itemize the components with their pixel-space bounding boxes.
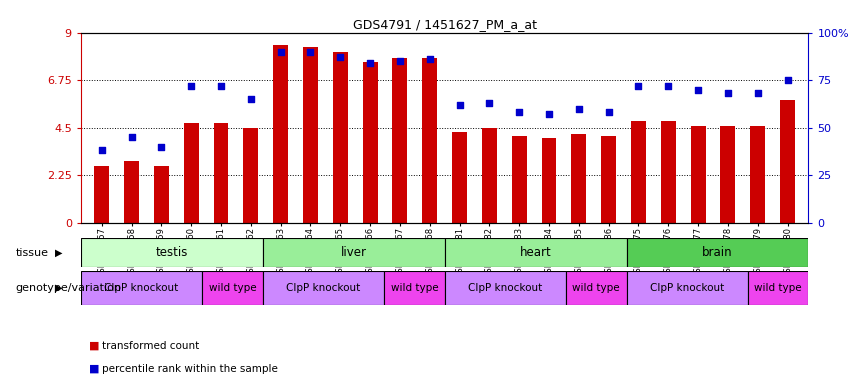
Bar [626,238,808,267]
Bar [721,126,735,223]
Bar [363,62,378,223]
Text: wild type: wild type [754,283,802,293]
Text: ClpP knockout: ClpP knockout [468,283,542,293]
Bar [81,271,202,305]
Point [304,48,317,55]
Text: ClpP knockout: ClpP knockout [650,283,724,293]
Bar [626,271,748,305]
Text: ▶: ▶ [54,248,62,258]
Text: ▶: ▶ [54,283,62,293]
Bar [566,271,626,305]
Point [691,87,705,93]
Bar [452,132,467,223]
Point [274,48,288,55]
Text: liver: liver [340,246,367,259]
Bar [384,271,444,305]
Point [453,102,466,108]
Point [572,106,585,112]
Bar [214,124,228,223]
Point [95,147,109,154]
Point [661,83,675,89]
Bar [422,58,437,223]
Point [542,111,556,118]
Bar [243,127,258,223]
Bar [94,166,109,223]
Text: heart: heart [520,246,551,259]
Bar [263,271,384,305]
Bar [444,271,566,305]
Bar [81,238,263,267]
Bar [482,127,497,223]
Title: GDS4791 / 1451627_PM_a_at: GDS4791 / 1451627_PM_a_at [352,18,537,31]
Text: wild type: wild type [391,283,438,293]
Bar [661,121,676,223]
Point [721,90,734,96]
Text: transformed count: transformed count [102,341,199,351]
Text: genotype/variation: genotype/variation [15,283,122,293]
Bar [691,126,705,223]
Bar [444,238,626,267]
Bar [303,47,318,223]
Bar [751,126,765,223]
Bar [511,136,527,223]
Point [334,54,347,60]
Point [631,83,645,89]
Point [483,100,496,106]
Text: brain: brain [702,246,733,259]
Bar [273,45,288,223]
Bar [124,162,139,223]
Text: testis: testis [156,246,188,259]
Text: ClpP knockout: ClpP knockout [286,283,361,293]
Bar [333,52,348,223]
Point [393,58,407,64]
Bar [631,121,646,223]
Point [751,90,764,96]
Point [214,83,228,89]
Point [512,109,526,116]
Text: wild type: wild type [573,283,620,293]
Text: percentile rank within the sample: percentile rank within the sample [102,364,278,374]
Text: ■: ■ [89,341,100,351]
Bar [184,124,198,223]
Bar [748,271,808,305]
Bar [601,136,616,223]
Text: tissue: tissue [15,248,49,258]
Bar [780,100,795,223]
Point [185,83,198,89]
Point [363,60,377,66]
Bar [541,138,557,223]
Bar [154,166,168,223]
Point [602,109,615,116]
Text: ■: ■ [89,364,100,374]
Text: wild type: wild type [208,283,256,293]
Bar [392,58,408,223]
Point [780,77,794,83]
Point [423,56,437,62]
Bar [263,238,444,267]
Point [125,134,139,140]
Bar [202,271,263,305]
Point [155,144,168,150]
Bar [571,134,586,223]
Point [244,96,258,102]
Text: ClpP knockout: ClpP knockout [105,283,179,293]
